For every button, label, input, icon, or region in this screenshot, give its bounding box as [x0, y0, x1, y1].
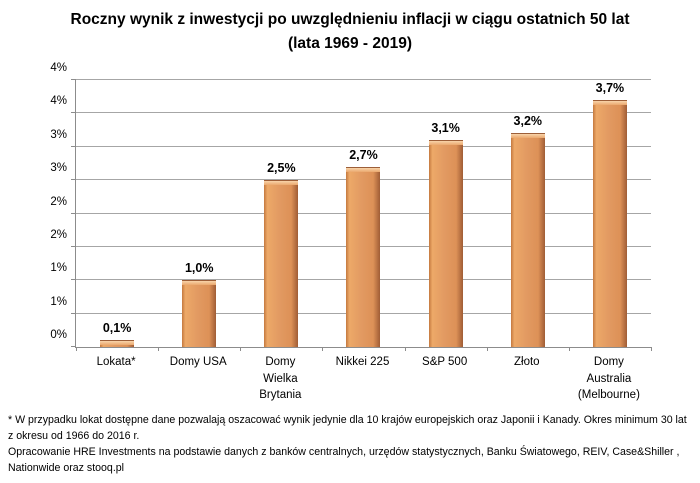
y-axis-tick-label: 1%	[50, 295, 67, 308]
bar	[182, 280, 217, 347]
bar	[510, 133, 545, 347]
bar-slot: 2,7%	[322, 80, 404, 347]
chart-title-line2: (lata 1969 - 2019)	[287, 35, 413, 53]
y-axis-tick-label: 4%	[50, 95, 67, 108]
y-axis-tick	[71, 312, 76, 314]
footnote: * W przypadku lokat dostępne dane pozwal…	[8, 413, 694, 477]
footnote-line1: * W przypadku lokat dostępne dane pozwal…	[8, 414, 687, 442]
footnote-line2: Opracowanie HRE Investments na podstawie…	[8, 445, 680, 474]
bar-series: 0,1% 1,0% 2,5% 2,7% 3,1% 3,2% 3,7%	[76, 80, 651, 347]
bar-slot: 3,2%	[487, 80, 569, 347]
y-axis-tick-label: 2%	[50, 195, 67, 208]
y-axis-tick-label: 1%	[50, 262, 67, 275]
bar-slot: 0,1%	[76, 80, 158, 347]
y-axis-tick-label: 3%	[50, 162, 67, 175]
y-axis-tick-label: 2%	[50, 228, 67, 241]
bar	[264, 180, 299, 347]
gridline	[76, 112, 651, 114]
x-axis-tick	[322, 347, 324, 351]
x-axis-category-label: Domy Wielka Brytania	[259, 356, 302, 402]
y-axis-tick-label: 3%	[50, 128, 67, 141]
x-axis-category-label: Lokata*	[96, 356, 136, 368]
bar	[428, 140, 463, 347]
bar-value-label: 0,1%	[102, 321, 132, 336]
bar-value-label: 3,2%	[513, 114, 543, 129]
chart-title-line1: Roczny wynik z inwestycji po uwzględnien…	[70, 11, 630, 28]
x-axis-tick	[404, 347, 406, 351]
bar-value-label: 2,7%	[349, 147, 378, 162]
x-axis-labels: Lokata* Domy USA Domy Wielka Brytania Nikke…	[75, 354, 650, 404]
x-axis-tick	[486, 347, 488, 351]
x-axis-tick	[158, 347, 160, 351]
gridline	[76, 79, 651, 80]
bar-slot: 3,1%	[405, 80, 487, 347]
bar	[100, 340, 135, 347]
y-axis-tick	[71, 179, 76, 181]
bar-slot: 2,5%	[240, 80, 322, 347]
y-axis-tick-label: 4%	[50, 62, 67, 74]
x-axis-tick	[568, 347, 570, 351]
bar-slot: 1,0%	[158, 80, 240, 347]
y-axis-tick	[71, 145, 76, 147]
x-axis-category-label: Złoto	[513, 356, 540, 368]
y-axis-tick	[71, 245, 76, 247]
x-axis-category-label: S&P 500	[422, 356, 468, 368]
x-axis-category-label: Domy Australia (Melbourne)	[577, 356, 640, 402]
y-axis-tick	[71, 79, 76, 80]
gridline	[76, 145, 651, 147]
bar-value-label: 1,0%	[184, 261, 214, 276]
x-axis-tick	[240, 347, 242, 351]
bar-value-label: 3,1%	[431, 121, 460, 136]
y-axis-tick	[71, 212, 76, 214]
bar-value-label: 2,5%	[267, 161, 296, 176]
y-axis-tick-label: 0%	[50, 329, 67, 341]
y-axis-tick	[71, 112, 76, 114]
chart-title: Roczny wynik z inwestycji po uwzględnien…	[10, 8, 690, 56]
x-axis-tick	[76, 347, 77, 351]
bar	[346, 166, 381, 347]
x-axis-category-label: Nikkei 225	[335, 356, 390, 368]
x-axis-tick	[651, 347, 652, 351]
bar-slot: 3,7%	[569, 80, 651, 347]
bar-value-label: 3,7%	[595, 81, 625, 96]
bar	[592, 100, 627, 347]
y-axis-tick	[71, 279, 76, 281]
y-axis-tick	[71, 346, 76, 347]
plot-area: 0% 1% 1% 2% 2% 3% 3% 4% 4% 0,1% 1,0% 2,5% 2,7% 3,1% 3…	[50, 62, 652, 351]
x-axis-category-label: Domy USA	[169, 356, 227, 368]
